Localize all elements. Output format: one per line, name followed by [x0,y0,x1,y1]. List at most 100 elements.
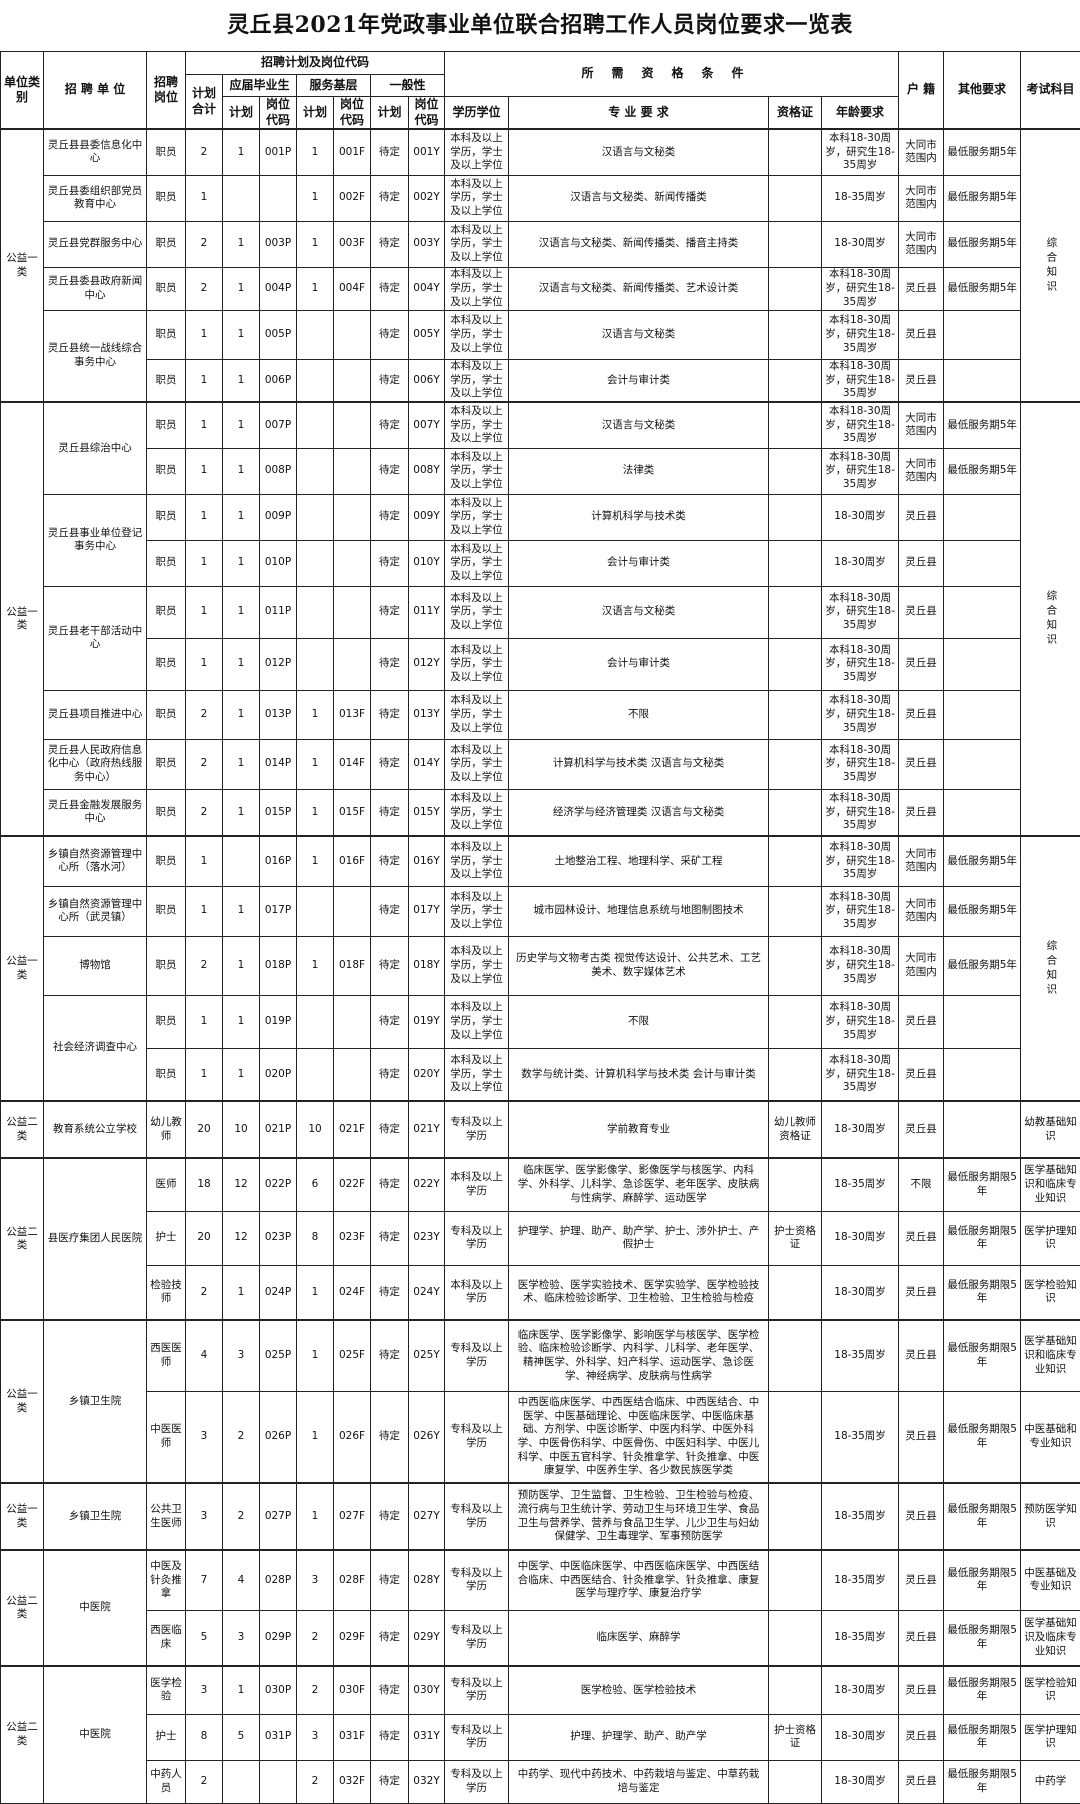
residence: 灵丘县 [899,995,944,1048]
post-name: 职员 [147,936,186,995]
header-unit: 招 聘 单 位 [44,52,147,130]
general-code: 017Y [409,886,445,936]
age-requirement: 18-35周岁 [822,1610,899,1666]
exam-subject: 医学基础知识及临床专业知识 [1021,1610,1080,1666]
general-plan: 待定 [371,1265,409,1320]
graduates-code [260,175,297,221]
header-plan-group: 招聘计划及岗位代码 [186,52,445,75]
graduates-plan: 1 [223,448,260,494]
plan-total: 1 [186,448,223,494]
unit-name: 灵丘县委组织部党员教育中心 [44,175,147,221]
exam-subject: 医学护理知识 [1021,1714,1080,1760]
graduates-code: 009P [260,494,297,540]
general-plan: 待定 [371,1211,409,1265]
age-requirement: 18-35周岁 [822,1550,899,1610]
residence: 灵丘县 [899,1320,944,1391]
residence: 灵丘县 [899,1265,944,1320]
education: 本科及以上学历 [445,1158,509,1211]
grassroots-plan: 1 [297,936,334,995]
grassroots-code [334,638,371,690]
plan-total: 2 [186,1265,223,1320]
graduates-plan: 1 [223,1048,260,1101]
grassroots-code: 003F [334,221,371,267]
general-code: 011Y [409,586,445,638]
major-requirement: 数学与统计类、计算机科学与技术类 会计与审计类 [509,1048,769,1101]
major-requirement: 汉语言与文秘类 [509,586,769,638]
other-requirement: 最低服务期限5年 [944,1265,1021,1320]
grassroots-plan [297,995,334,1048]
post-name: 中医及针灸推拿 [147,1550,186,1610]
grassroots-plan: 1 [297,836,334,886]
other-requirement [944,586,1021,638]
graduates-code: 018P [260,936,297,995]
major-requirement: 中药学、现代中药技术、中药栽培与鉴定、中草药栽培与鉴定 [509,1760,769,1803]
exam-subject: 医学检验知识 [1021,1265,1080,1320]
age-requirement: 18-35周岁 [822,1320,899,1391]
grassroots-plan: 2 [297,1760,334,1803]
header-grassroots: 服务基层 [297,75,371,97]
grassroots-plan [297,638,334,690]
post-name: 职员 [147,690,186,739]
certificate: 幼儿教师资格证 [769,1101,822,1158]
residence: 大同市范围内 [899,448,944,494]
certificate [769,1048,822,1101]
plan-total: 1 [186,995,223,1048]
grassroots-code: 018F [334,936,371,995]
residence: 灵丘县 [899,1483,944,1550]
certificate [769,995,822,1048]
general-code: 009Y [409,494,445,540]
certificate [769,1550,822,1610]
unit-category: 公益一类 [1,1320,44,1483]
post-name: 医学检验 [147,1666,186,1714]
certificate [769,310,822,359]
general-code: 025Y [409,1320,445,1391]
exam-subject: 幼教基础知识 [1021,1101,1080,1158]
graduates-code: 027P [260,1483,297,1550]
certificate [769,1391,822,1483]
major-requirement: 土地整治工程、地理科学、采矿工程 [509,836,769,886]
header-exam: 考试科目 [1021,52,1080,130]
major-requirement: 中医学、中医临床医学、中西医临床医学、中西医结合临床、中西医结合、针灸推拿学、针… [509,1550,769,1610]
general-code: 001Y [409,129,445,175]
residence: 大同市范围内 [899,402,944,448]
grassroots-plan [297,586,334,638]
exam-subject: 医学检验知识 [1021,1666,1080,1714]
other-requirement: 最低服务期5年 [944,886,1021,936]
age-requirement: 18-30周岁 [822,1101,899,1158]
general-code: 007Y [409,402,445,448]
general-code: 021Y [409,1101,445,1158]
grassroots-plan [297,1048,334,1101]
other-requirement: 最低服务期5年 [944,936,1021,995]
graduates-plan: 1 [223,540,260,586]
major-requirement: 汉语言与文秘类 [509,310,769,359]
plan-total: 1 [186,586,223,638]
major-requirement: 不限 [509,690,769,739]
other-requirement: 最低服务期5年 [944,129,1021,175]
education: 本科及以上学历，学士及以上学位 [445,638,509,690]
plan-total: 3 [186,1483,223,1550]
residence: 灵丘县 [899,1048,944,1101]
post-name: 职员 [147,638,186,690]
residence: 灵丘县 [899,1550,944,1610]
plan-total: 2 [186,936,223,995]
plan-total: 1 [186,402,223,448]
residence: 灵丘县 [899,1391,944,1483]
other-requirement: 最低服务期5年 [944,267,1021,310]
plan-total: 1 [186,836,223,886]
unit-name: 灵丘县委县政府新闻中心 [44,267,147,310]
age-requirement: 本科18-30周岁，研究生18-35周岁 [822,310,899,359]
grassroots-plan: 1 [297,1320,334,1391]
exam-subject: 综合知识 [1021,836,1080,1101]
post-name: 职员 [147,267,186,310]
exam-subject: 医学基础知识和临床专业知识 [1021,1320,1080,1391]
post-name: 职员 [147,540,186,586]
education: 本科及以上学历，学士及以上学位 [445,267,509,310]
general-code: 031Y [409,1714,445,1760]
